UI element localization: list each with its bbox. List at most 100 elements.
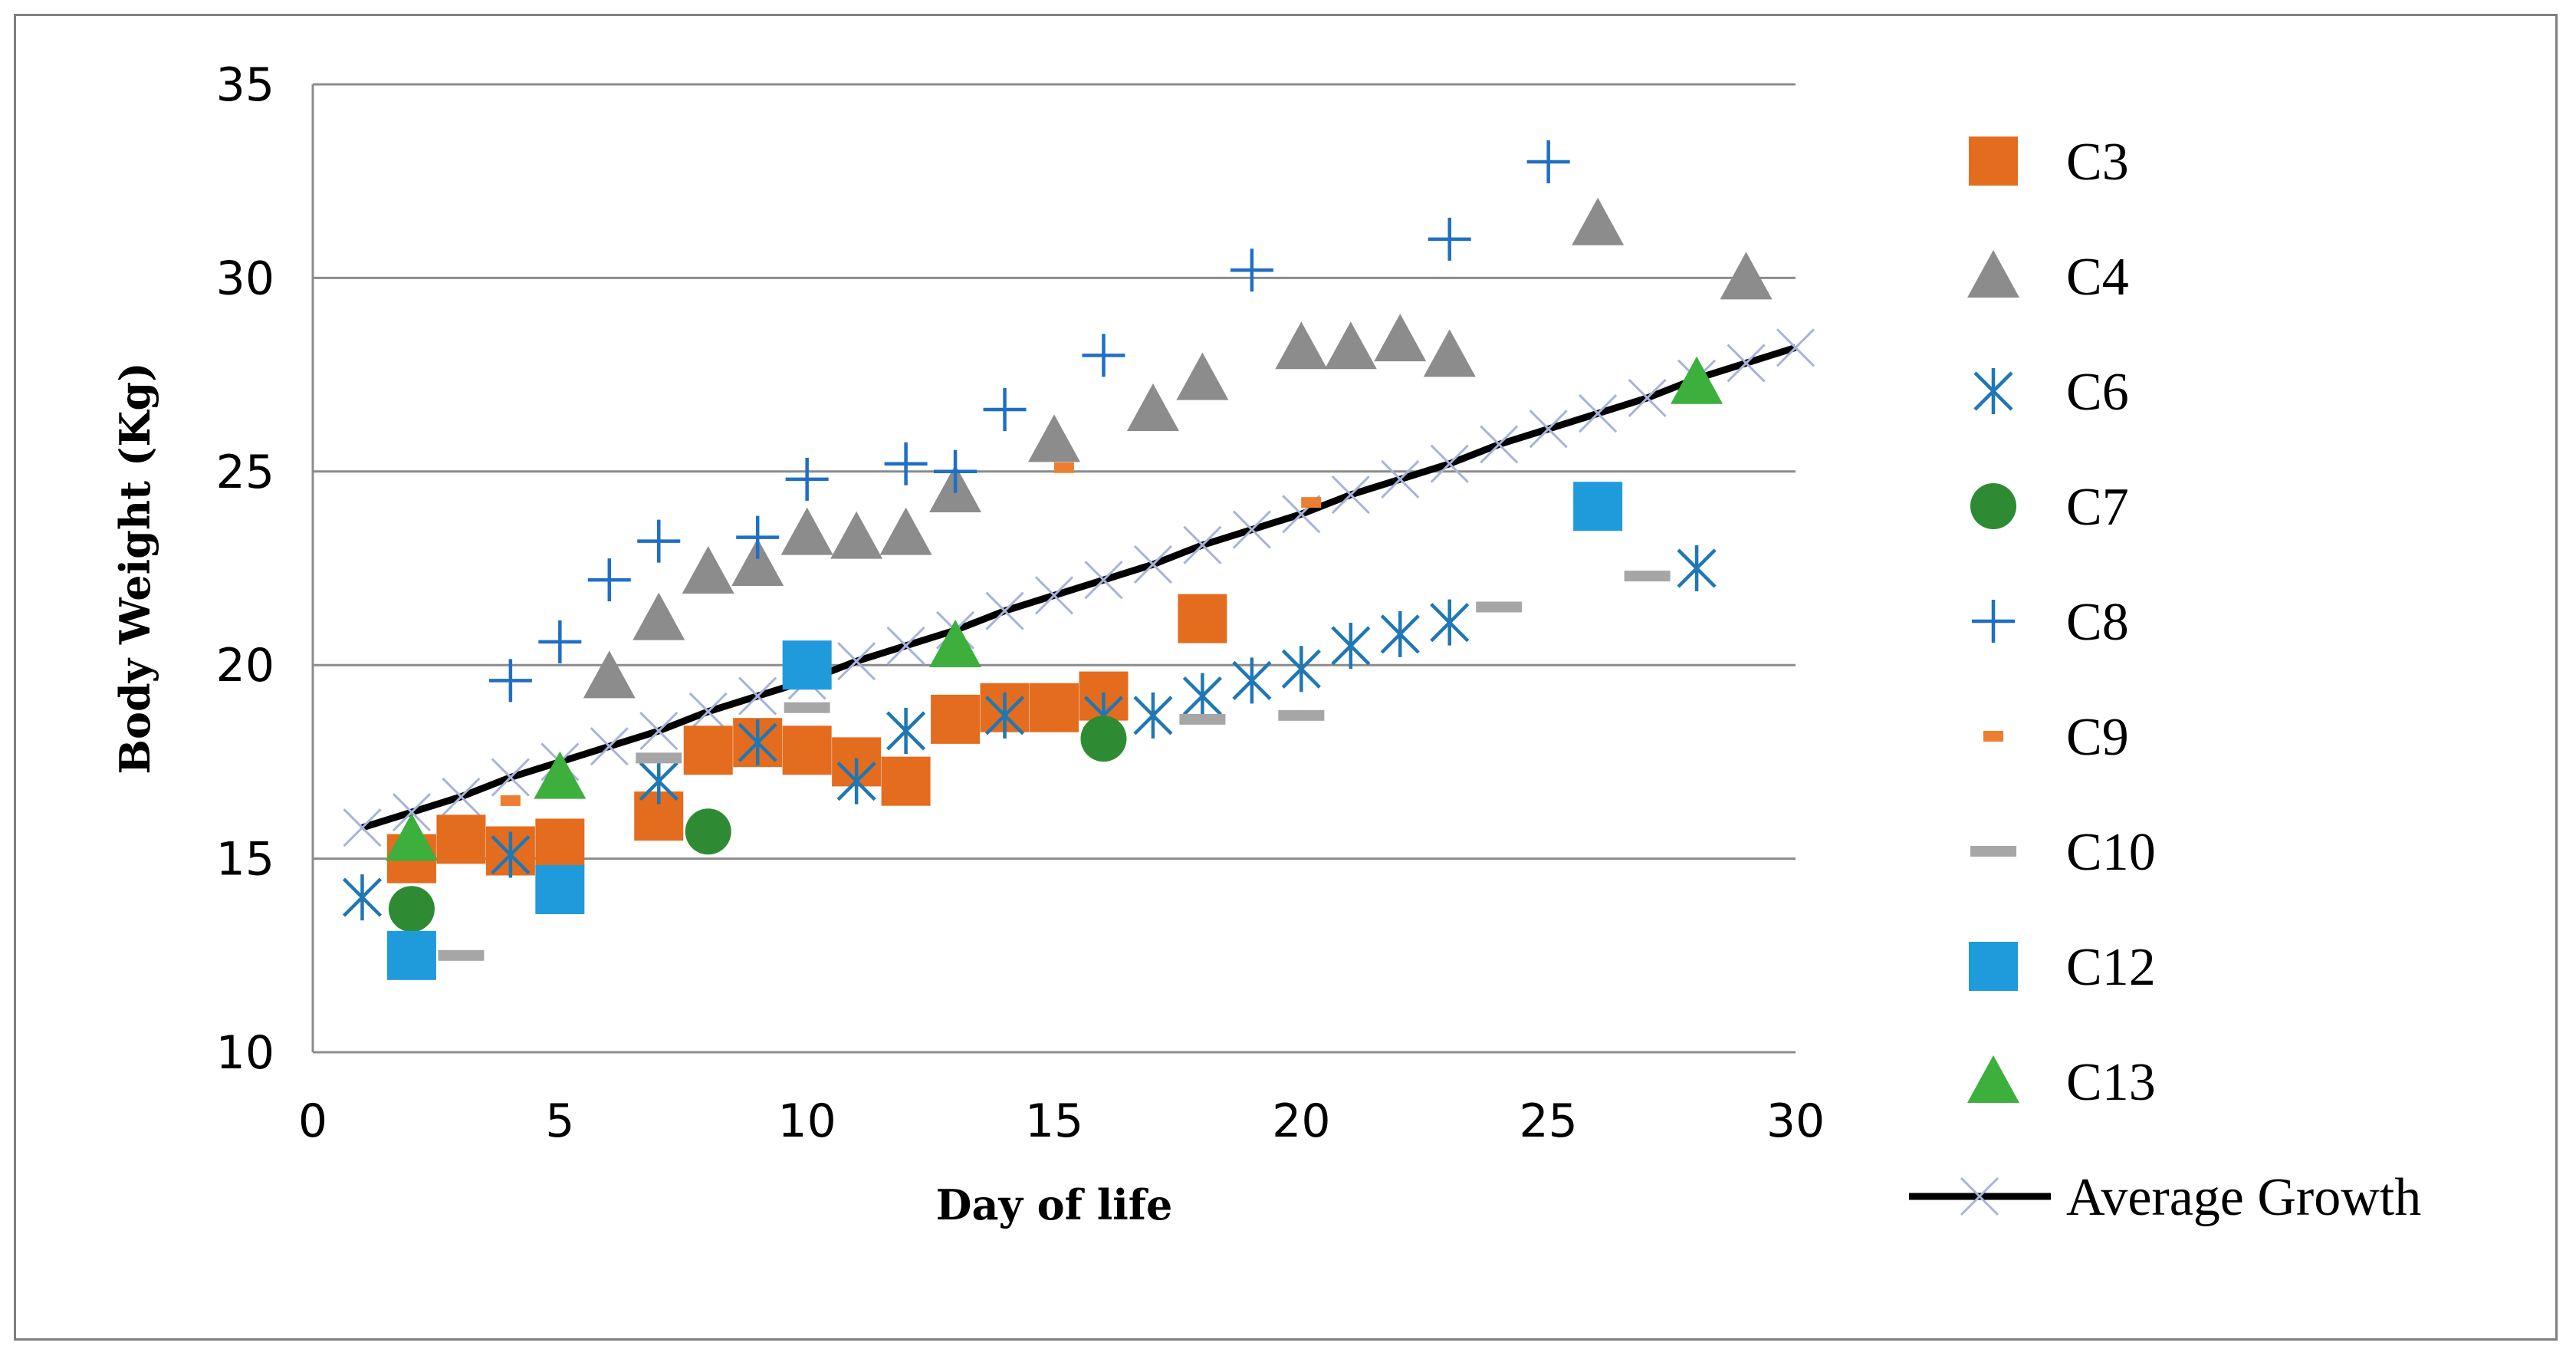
data-point-c3	[931, 694, 981, 744]
data-point-c7	[1080, 716, 1127, 762]
data-point-c3	[1178, 594, 1227, 643]
data-point-c8	[1230, 248, 1273, 292]
data-point-c6	[1677, 545, 1717, 591]
data-point-c8	[785, 457, 829, 501]
data-point-c13	[534, 751, 586, 799]
data-point-c9	[500, 795, 521, 806]
legend-marker	[1967, 250, 2019, 298]
legend-marker	[1969, 137, 2018, 186]
average-growth-marker	[738, 676, 777, 716]
data-point-c7	[685, 808, 731, 855]
y-tick-label: 30	[216, 252, 274, 305]
legend-label: C6	[2066, 363, 2129, 422]
average-growth-marker	[639, 711, 678, 751]
x-tick-label: 25	[1519, 1094, 1577, 1148]
legend-label: C3	[2066, 133, 2129, 192]
data-point-c9	[1053, 462, 1074, 473]
data-point-c6	[836, 758, 876, 805]
data-point-c8	[983, 388, 1027, 432]
x-axis-title: Day of life	[936, 1180, 1173, 1229]
legend-item-c10: C10	[1970, 823, 2156, 882]
data-point-c12	[1573, 482, 1623, 531]
legend-label: C9	[2066, 708, 2129, 767]
legend-label: C4	[2066, 248, 2129, 307]
data-point-c10	[1476, 601, 1523, 613]
average-growth-marker	[886, 626, 925, 666]
legend-marker	[1983, 731, 2003, 742]
data-point-c10	[1179, 713, 1226, 725]
average-growth-line	[361, 344, 1797, 831]
average-growth-marker	[1776, 328, 1815, 367]
data-point-c6	[886, 708, 926, 755]
average-growth-marker	[1628, 378, 1667, 417]
data-point-c6	[1232, 657, 1272, 704]
data-point-c3	[535, 818, 585, 868]
y-tick-label: 15	[216, 833, 274, 887]
average-growth-marker	[1183, 525, 1222, 564]
data-point-c6	[1133, 692, 1173, 739]
data-point-c4	[1423, 329, 1476, 377]
data-point-c8	[488, 659, 532, 703]
average-growth-marker	[837, 642, 876, 681]
legend-marker	[1960, 1176, 1999, 1216]
chart-frame	[14, 14, 2558, 1341]
data-point-c3	[683, 726, 733, 775]
legend-marker	[1970, 483, 2016, 529]
y-tick-label: 35	[216, 58, 274, 112]
average-growth-marker	[1727, 344, 1766, 383]
average-growth-marker	[1480, 425, 1519, 464]
legend-label: C10	[2066, 823, 2156, 882]
legend-item-c12: C12	[1969, 938, 2156, 997]
average-growth-marker	[688, 692, 728, 731]
x-tick-label: 0	[298, 1094, 327, 1148]
data-point-c8	[884, 442, 928, 485]
data-point-c6	[1430, 599, 1470, 646]
legend-label: C13	[2066, 1053, 2156, 1112]
data-point-c12	[535, 864, 585, 914]
data-point-c4	[682, 546, 734, 594]
data-point-c8	[1082, 334, 1125, 377]
average-growth-marker	[392, 792, 431, 832]
legend-item-c13: C13	[1967, 1053, 2156, 1112]
data-point-c8	[587, 558, 631, 602]
series-c10	[438, 571, 1671, 961]
data-point-c6	[639, 758, 678, 805]
series-c7	[388, 716, 1127, 933]
data-point-c10	[784, 702, 830, 713]
data-point-c6	[1331, 622, 1371, 669]
data-point-c6	[1281, 646, 1321, 693]
data-point-c13	[929, 619, 982, 667]
average-growth-marker	[1084, 561, 1123, 600]
data-point-c4	[1275, 321, 1328, 370]
average-growth-marker	[442, 777, 481, 816]
data-point-c13	[385, 813, 438, 861]
series-c9	[500, 462, 1322, 806]
series-c8	[488, 140, 1570, 703]
data-point-c4	[1572, 197, 1625, 245]
series-c12	[386, 482, 1623, 980]
series-c6	[342, 545, 1717, 921]
legend-marker	[1969, 942, 2018, 991]
data-point-c6	[1380, 610, 1420, 657]
data-point-c4	[1028, 414, 1080, 462]
x-tick-label: 20	[1272, 1094, 1330, 1148]
legend-item-average-growth: Average Growth	[1909, 1168, 2421, 1227]
data-point-c10	[438, 949, 485, 961]
data-point-c4	[780, 507, 833, 555]
data-point-c10	[1624, 571, 1671, 582]
data-point-c4	[632, 592, 685, 640]
average-growth-marker	[1232, 510, 1271, 549]
data-point-c3	[782, 726, 832, 775]
average-growth-marker	[1331, 475, 1370, 515]
data-point-c6	[342, 874, 383, 921]
data-point-c6	[984, 692, 1025, 739]
average-growth-marker	[1529, 410, 1568, 449]
x-tick-label: 30	[1766, 1094, 1825, 1148]
data-point-c10	[1278, 709, 1325, 721]
data-point-c10	[636, 752, 682, 764]
average-growth-marker	[1034, 576, 1074, 615]
data-point-c12	[386, 930, 436, 980]
data-point-c13	[1671, 356, 1723, 404]
data-point-c4	[1176, 352, 1229, 400]
